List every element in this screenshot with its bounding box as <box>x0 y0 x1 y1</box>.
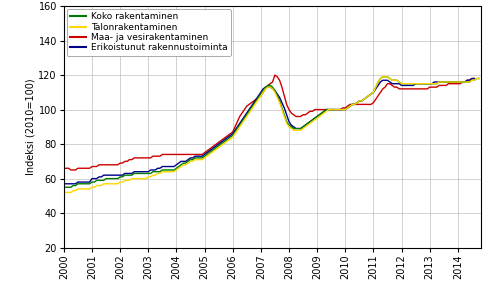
Talonrakentaminen <box>129 177 135 180</box>
Erikoistunut rakennustoiminta <box>471 77 477 80</box>
Koko rakentaminen <box>399 82 405 85</box>
Line: Erikoistunut rakennustoiminta: Erikoistunut rakennustoiminta <box>64 79 474 184</box>
Legend: Koko rakentaminen, Talonrakentaminen, Maa- ja vesirakentaminen, Erikoistunut rak: Koko rakentaminen, Talonrakentaminen, Ma… <box>67 9 231 56</box>
Koko rakentaminen <box>265 84 271 87</box>
Talonrakentaminen <box>453 80 459 84</box>
Talonrakentaminen <box>399 82 405 85</box>
Koko rakentaminen <box>129 173 135 177</box>
Maa- ja vesirakentaminen <box>471 77 477 80</box>
Koko rakentaminen <box>206 151 212 155</box>
Erikoistunut rakennustoiminta <box>61 182 67 186</box>
Erikoistunut rakennustoiminta <box>469 77 475 80</box>
Maa- ja vesirakentaminen <box>199 153 205 156</box>
Maa- ja vesirakentaminen <box>61 166 67 170</box>
Koko rakentaminen <box>453 80 459 84</box>
Talonrakentaminen <box>476 77 482 80</box>
Erikoistunut rakennustoiminta <box>197 154 203 158</box>
Erikoistunut rakennustoiminta <box>293 127 299 130</box>
Erikoistunut rakennustoiminta <box>80 180 85 184</box>
Line: Maa- ja vesirakentaminen: Maa- ja vesirakentaminen <box>64 75 474 170</box>
Koko rakentaminen <box>476 77 482 80</box>
Koko rakentaminen <box>380 75 386 79</box>
Talonrakentaminen <box>380 75 386 79</box>
Maa- ja vesirakentaminen <box>298 115 303 118</box>
Koko rakentaminen <box>61 185 67 189</box>
Y-axis label: Indeksi (2010=100): Indeksi (2010=100) <box>26 79 36 175</box>
Maa- ja vesirakentaminen <box>448 82 454 85</box>
Line: Talonrakentaminen: Talonrakentaminen <box>64 77 479 192</box>
Erikoistunut rakennustoiminta <box>443 80 449 84</box>
Maa- ja vesirakentaminen <box>131 156 137 160</box>
Talonrakentaminen <box>206 153 212 156</box>
Talonrakentaminen <box>342 108 348 111</box>
Koko rakentaminen <box>342 108 348 111</box>
Maa- ja vesirakentaminen <box>98 163 104 167</box>
Erikoistunut rakennustoiminta <box>129 172 135 175</box>
Talonrakentaminen <box>61 191 67 194</box>
Line: Koko rakentaminen: Koko rakentaminen <box>64 77 479 187</box>
Talonrakentaminen <box>265 85 271 89</box>
Erikoistunut rakennustoiminta <box>96 175 102 179</box>
Maa- ja vesirakentaminen <box>272 73 278 77</box>
Maa- ja vesirakentaminen <box>82 166 88 170</box>
Maa- ja vesirakentaminen <box>68 168 74 172</box>
